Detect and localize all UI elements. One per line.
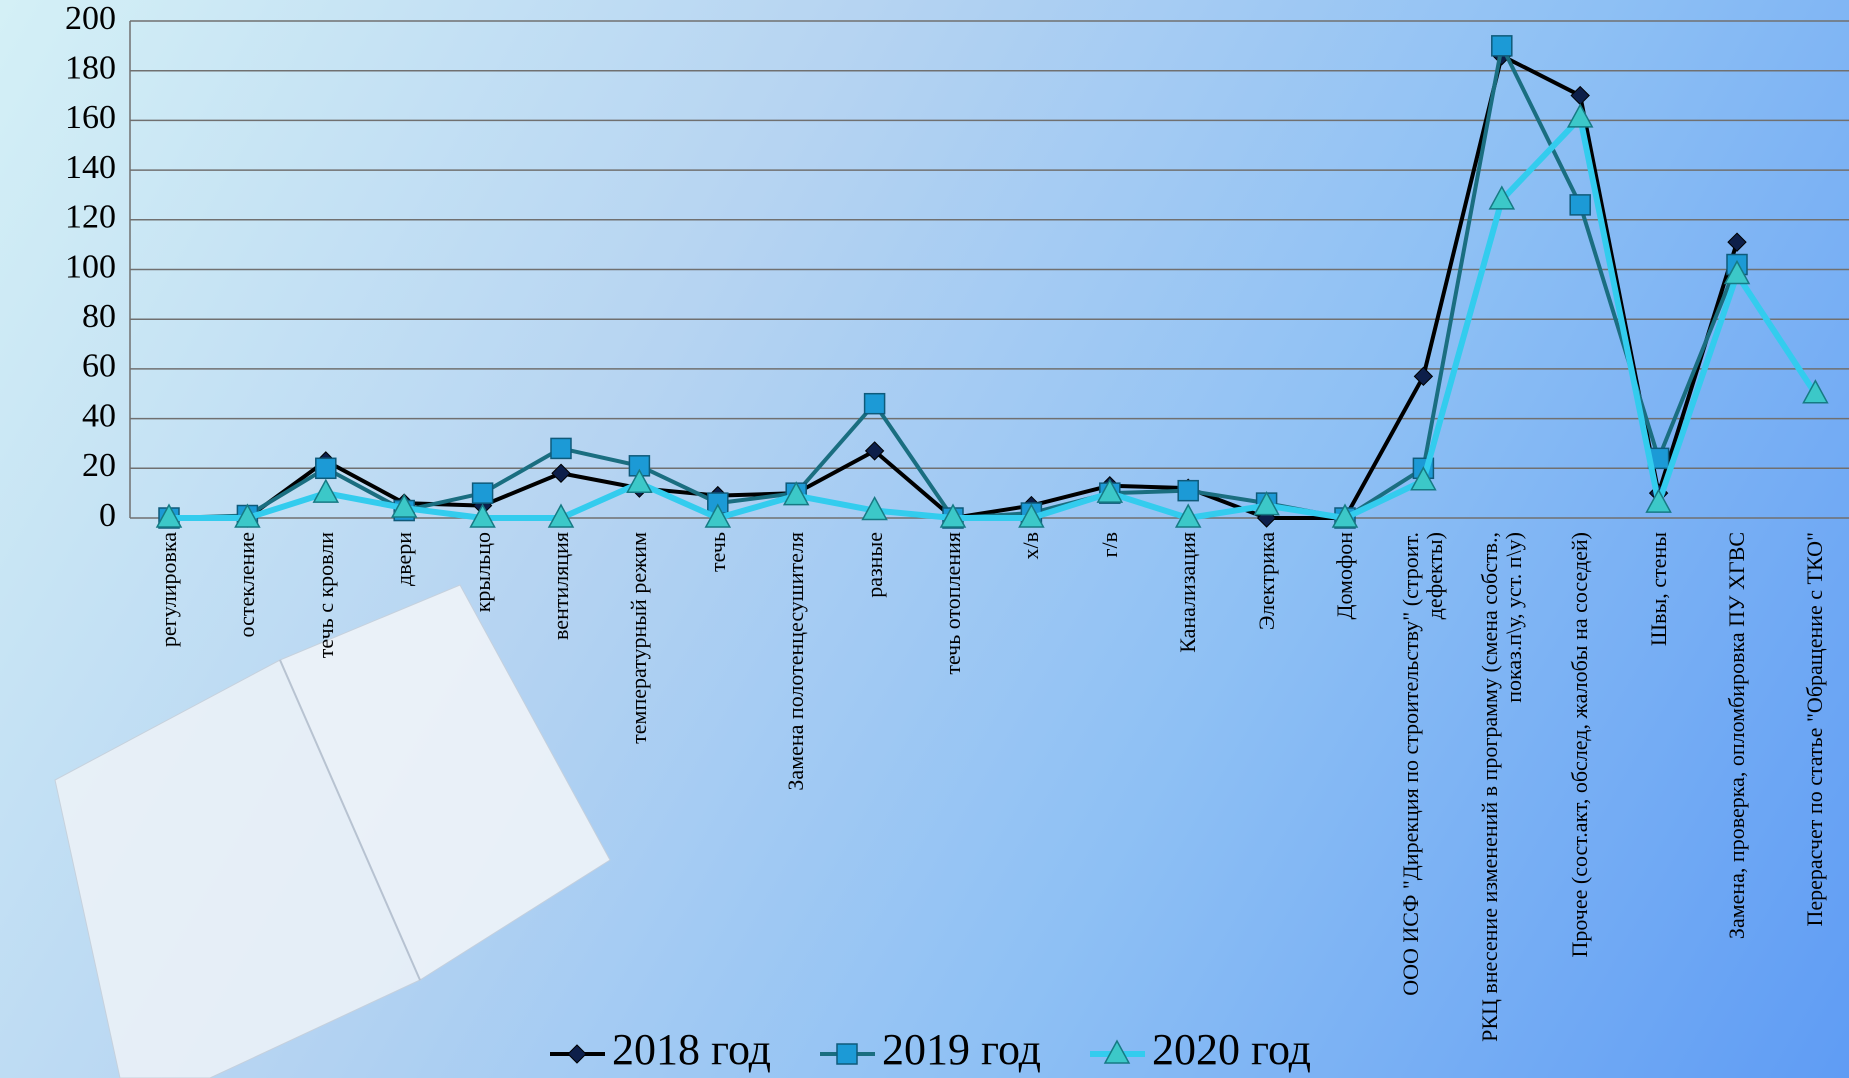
marker [836,1043,858,1065]
y-tick-label: 160 [65,99,116,136]
marker [1331,503,1359,528]
x-tick-label: течь [704,532,730,572]
marker [1488,185,1516,210]
series-line [169,53,1739,520]
x-tick-label: разные [861,532,887,598]
y-tick-label: 0 [99,497,116,534]
series [155,103,1829,528]
x-tick-label: Замена полотенцесушителя [783,532,809,791]
marker [1723,259,1751,285]
marker [471,482,494,504]
marker [550,437,572,460]
marker [704,503,732,528]
marker [1018,503,1045,528]
marker [551,463,571,483]
marker [1174,503,1202,528]
marker [315,457,337,480]
legend-item: 2018 год [550,1025,771,1074]
marker [861,495,888,521]
marker [864,441,885,461]
legend-label: 2020 год [1152,1025,1311,1074]
y-tick-label: 120 [65,199,116,236]
legend-item: 2019 год [820,1025,1041,1074]
x-tick-label: течь с кровли [312,532,338,659]
x-tick-label: вентиляция [547,532,573,640]
series [159,46,1747,528]
marker [547,503,575,528]
y-tick-label: 140 [65,149,116,186]
marker [1566,103,1594,128]
marker [1645,488,1672,513]
marker [312,478,340,503]
x-tick-label: регулировка [155,532,181,648]
y-tick-label: 80 [82,298,116,335]
marker [1413,366,1434,387]
marker [1727,232,1747,252]
marker [567,1044,587,1064]
marker [1491,35,1513,57]
marker [1096,478,1124,503]
series [158,35,1748,529]
x-tick-label: Домофон [1331,532,1357,620]
x-tick-label: температурный режим [626,532,652,744]
x-tick-label: Замена, проверка, опломбировка ПУ ХГВС [1723,532,1749,940]
x-tick-label: течь отопления [939,532,965,675]
marker [939,503,967,528]
x-tick-label: крыльцо [469,532,495,613]
series-line [168,43,1739,520]
x-tick-label: Электрика [1253,532,1279,631]
legend-item: 2020 год [1090,1025,1311,1074]
x-tick-label: РКЦ внесение изменений в программу (смен… [1476,532,1526,1042]
marker [155,503,183,528]
notebook-image [54,584,611,1078]
x-tick-label: ООО ИСФ "Дирекция по строительству" (стр… [1398,532,1448,996]
x-tick-label: Перерасчет по статье "Обращение с ТКО" [1802,532,1828,927]
legend-label: 2019 год [882,1025,1041,1074]
y-tick-label: 200 [65,0,116,37]
marker [234,503,261,528]
x-tick-label: двери [391,532,417,586]
y-tick-label: 20 [82,447,116,484]
x-tick-label: Канализация [1175,532,1201,653]
x-tick-label: Швы, стены [1645,532,1671,647]
marker [1802,379,1829,404]
x-tick-label: Прочее (сост.акт, обслед, жалобы на сосе… [1567,532,1593,958]
marker [1570,85,1590,106]
marker [782,481,810,506]
marker [1569,194,1591,216]
marker [390,493,418,518]
marker [1177,479,1199,502]
marker [863,392,886,415]
x-tick-label: остекление [234,532,260,638]
y-tick-label: 180 [65,49,116,86]
series-line [169,114,1818,521]
y-tick-label: 100 [65,248,116,285]
x-tick-label: х/в [1018,532,1044,560]
legend-label: 2018 год [612,1025,771,1074]
marker [1103,1039,1131,1064]
marker [1253,491,1280,516]
y-tick-label: 60 [82,348,116,385]
marker [469,503,496,528]
marker [1410,466,1437,491]
y-tick-label: 40 [82,397,116,434]
x-tick-label: г/в [1096,532,1122,558]
marker [626,468,653,493]
